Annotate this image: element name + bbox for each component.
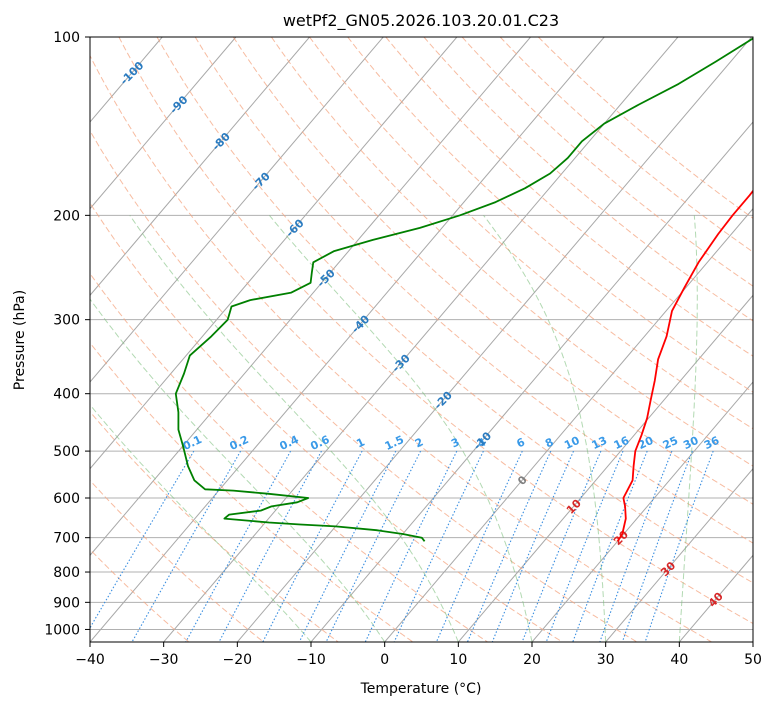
mixing-ratio-label: 2 bbox=[413, 435, 425, 450]
mixing-ratio-line bbox=[90, 450, 195, 629]
x-tick-label: −20 bbox=[223, 652, 253, 668]
mixing-ratio-line bbox=[572, 450, 648, 642]
plot-area: 0.1 0.2 0.4 0.6 1 1.5 2 3 4 6 8 10 13 16 20 25 30 36-100-… bbox=[90, 37, 753, 642]
mixing-ratio-line bbox=[599, 450, 673, 642]
dry-adiabat bbox=[461, 37, 753, 287]
mixing-ratio-label: 0.2 bbox=[228, 433, 251, 453]
y-tick-label: 100 bbox=[53, 30, 80, 46]
isotherm-line bbox=[752, 641, 753, 642]
x-tick-label: −10 bbox=[296, 652, 326, 668]
x-tick-label: 20 bbox=[523, 652, 541, 668]
y-tick-label: 500 bbox=[53, 444, 80, 460]
isotherm-line bbox=[90, 37, 310, 297]
y-tick-label: 200 bbox=[53, 208, 80, 224]
mixing-ratio-label: 1 bbox=[354, 435, 366, 450]
x-axis-label: Temperature (°C) bbox=[360, 681, 482, 697]
mixing-ratio-line bbox=[545, 450, 624, 642]
mixing-ratio-label: 10 bbox=[562, 434, 582, 452]
isotherm-line bbox=[90, 37, 605, 642]
dry-adiabat bbox=[232, 37, 753, 505]
y-tick-label: 1000 bbox=[44, 622, 80, 638]
dry-adiabat bbox=[347, 37, 753, 393]
isotherm-line bbox=[457, 294, 753, 642]
moist-adiabat bbox=[483, 214, 607, 642]
mixing-ratio-label: 25 bbox=[661, 434, 680, 452]
isotherm-line bbox=[605, 467, 753, 642]
y-axis-label: Pressure (hPa) bbox=[12, 290, 28, 390]
isotherm-line bbox=[384, 207, 753, 642]
isotherm-label: -100 bbox=[118, 59, 147, 88]
isotherm-line bbox=[310, 121, 753, 642]
dry-adiabat bbox=[90, 54, 712, 642]
y-tick-label: 700 bbox=[53, 531, 80, 547]
dry-adiabat bbox=[537, 37, 753, 219]
mixing-ratio-line bbox=[218, 450, 322, 642]
mixing-ratio-label: 1.5 bbox=[383, 433, 406, 453]
y-tick-label: 600 bbox=[53, 491, 80, 507]
mixing-ratio-label: 16 bbox=[612, 434, 632, 452]
mixing-ratio-label: 6 bbox=[515, 435, 528, 450]
temperature-profile-line bbox=[616, 189, 753, 542]
dry-adiabat bbox=[499, 37, 753, 253]
mixing-ratio-line bbox=[435, 450, 523, 642]
dry-adiabat bbox=[90, 410, 339, 642]
dry-adiabat bbox=[118, 37, 753, 625]
mixing-ratio-line bbox=[131, 450, 242, 642]
dry-adiabat bbox=[90, 129, 638, 642]
mixing-ratio-label: 0.6 bbox=[308, 433, 331, 453]
x-tick-label: 40 bbox=[670, 652, 688, 668]
moist-adiabat bbox=[90, 298, 386, 642]
dry-adiabat bbox=[90, 272, 488, 642]
mixing-ratio-line bbox=[325, 450, 422, 642]
chart-title: wetPf2_GN05.2026.103.20.01.C23 bbox=[283, 11, 559, 31]
y-tick-label: 400 bbox=[53, 387, 80, 403]
moist-adiabat bbox=[90, 403, 312, 642]
axes: −40 −30 −20 −10 0 10 20 30 40 5010020030040050060… bbox=[44, 30, 762, 668]
mixing-ratio-line bbox=[298, 450, 397, 642]
mixing-ratio-line bbox=[185, 450, 292, 642]
dry-adiabat bbox=[90, 342, 414, 642]
dewpoint-profile-line bbox=[174, 37, 753, 542]
x-tick-label: −40 bbox=[75, 652, 105, 668]
mixing-ratio-label: 36 bbox=[702, 434, 722, 452]
mixing-ratio-line bbox=[466, 450, 552, 642]
x-tick-label: −30 bbox=[149, 652, 179, 668]
y-tick-label: 300 bbox=[53, 313, 80, 329]
mixing-ratio-label: 0.4 bbox=[278, 433, 301, 453]
dry-adiabat bbox=[90, 548, 190, 642]
plot-frame bbox=[89, 36, 754, 643]
mixing-ratio-label: 3 bbox=[449, 435, 461, 450]
x-tick-label: 50 bbox=[744, 652, 762, 668]
mixing-ratio-line bbox=[262, 450, 363, 642]
mixing-ratio-line bbox=[364, 450, 458, 642]
x-tick-label: 30 bbox=[597, 652, 615, 668]
dry-adiabat bbox=[90, 202, 563, 642]
isotherm-line bbox=[236, 37, 752, 642]
x-tick-label: 0 bbox=[380, 652, 389, 668]
isotherm-line bbox=[163, 37, 679, 642]
dry-adiabat bbox=[90, 479, 264, 642]
mixing-ratio-label: 13 bbox=[590, 434, 609, 452]
mixing-ratio-line bbox=[491, 450, 575, 642]
mixing-ratio-line bbox=[621, 450, 693, 642]
isotherm-line bbox=[90, 37, 458, 470]
isotherm-line bbox=[90, 37, 237, 210]
dry-adiabat bbox=[156, 37, 753, 584]
mixing-ratio-line bbox=[644, 450, 714, 642]
dry-adiabat bbox=[385, 37, 753, 357]
isotherm-line bbox=[90, 37, 384, 383]
moist-adiabat bbox=[129, 215, 459, 642]
isotherm-line bbox=[90, 37, 531, 557]
moist-adiabat bbox=[678, 215, 698, 642]
x-tick-label: 10 bbox=[449, 652, 467, 668]
mixing-ratio-label: 30 bbox=[681, 434, 701, 452]
y-tick-label: 900 bbox=[53, 595, 80, 611]
isotherm-line bbox=[678, 554, 753, 642]
dry-adiabat bbox=[194, 37, 753, 544]
moist-adiabat bbox=[269, 214, 533, 642]
y-tick-label: 800 bbox=[53, 565, 80, 581]
